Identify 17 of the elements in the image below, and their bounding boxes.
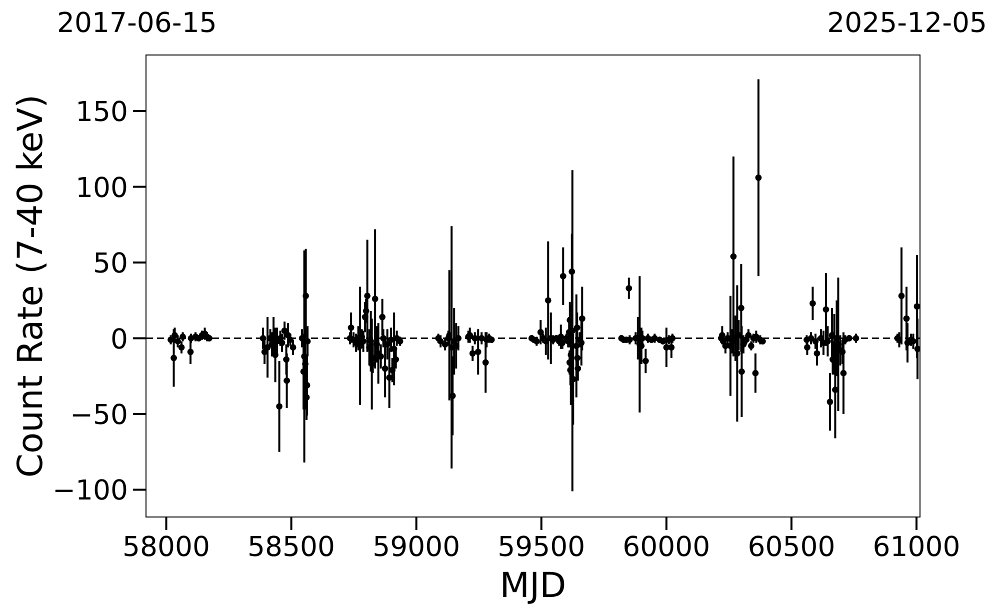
y-tick-label: −50 (70, 398, 128, 431)
x-tick-label: 58500 (248, 531, 336, 563)
x-tick-label: 60500 (748, 531, 836, 563)
y-tick-label: 0 (110, 323, 128, 356)
y-axis-title: Count Rate (7-40 keV) (11, 94, 51, 478)
y-tick-label: 100 (76, 172, 128, 204)
x-tick-label: 58000 (122, 531, 210, 563)
x-tick-label: 60000 (622, 531, 710, 563)
x-tick-label: 59000 (372, 531, 460, 563)
y-tick-label: 150 (76, 96, 128, 128)
x-tick-label: 61000 (872, 531, 960, 563)
y-tick-label: 50 (93, 248, 128, 280)
y-tick-label: −100 (52, 474, 128, 507)
text: 2017-06-15 (57, 7, 217, 39)
x-axis-title: MJD (500, 566, 566, 606)
x-tick-label: 59500 (498, 531, 586, 563)
text: 2025-12-05 (827, 7, 987, 39)
